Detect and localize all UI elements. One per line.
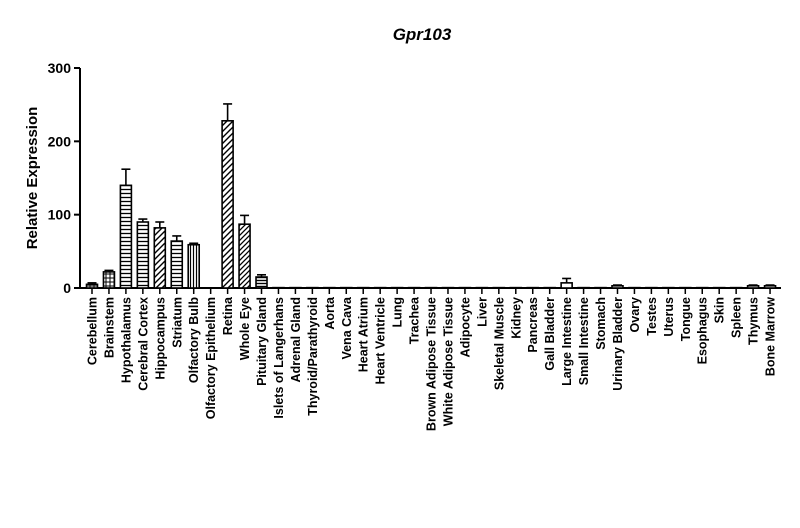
y-tick-label: 0 (63, 280, 71, 296)
bar (137, 222, 148, 288)
x-tick-label: Kidney (509, 297, 523, 339)
x-tick-label: Urinary Bladder (611, 297, 625, 391)
y-tick-label: 100 (48, 207, 72, 223)
x-tick-label: Aorta (323, 296, 337, 330)
x-tick-label: Cerebellum (86, 297, 100, 365)
x-tick-label: Striatum (170, 297, 184, 348)
bars (87, 104, 776, 288)
x-tick-label: Skin (713, 297, 727, 323)
bar (256, 277, 267, 288)
bar (561, 283, 572, 288)
x-tick-label: Olfactory Bulb (187, 297, 201, 383)
x-tick-labels: Cerebellum Brainstem Hypothalamus Cerebral … (86, 288, 778, 431)
x-tick-label: Large Intestine (560, 297, 574, 386)
x-tick-label: Ovary (628, 297, 642, 332)
bar (103, 272, 114, 288)
x-tick-label: Pancreas (526, 297, 540, 353)
x-tick-label: Cerebral Cortex (136, 297, 150, 391)
x-tick-label: Bone Marrow (764, 297, 778, 376)
bar (748, 286, 759, 288)
x-tick-label: Esophagus (696, 297, 710, 364)
bar (120, 185, 131, 288)
bar (188, 245, 199, 288)
bar (154, 228, 165, 288)
x-tick-label: Stomach (594, 297, 608, 350)
bar (612, 286, 623, 288)
x-tick-label: Gall Bladder (543, 297, 557, 371)
x-tick-label: Vena Cava (340, 296, 354, 360)
x-tick-label: Tongue (679, 297, 693, 341)
bar (765, 286, 776, 288)
x-tick-label: Pituitary Gland (255, 297, 269, 386)
bar (222, 121, 233, 288)
chart-title: Gpr103 (393, 25, 452, 44)
x-tick-label: Adrenal Gland (289, 297, 303, 382)
x-tick-label: Brown Adipose Tissue (425, 297, 439, 431)
x-tick-label: Retina (221, 296, 235, 335)
x-tick-label: Olfactory Epithelium (204, 297, 218, 419)
y-tick-label: 200 (48, 133, 72, 149)
x-tick-label: Hypothalamus (119, 297, 133, 383)
x-tick-label: Trachea (408, 296, 422, 344)
x-tick-label: Islets of Langerhans (272, 297, 286, 419)
x-tick-label: Thymus (747, 297, 761, 345)
x-tick-label: Skeletal Muscle (492, 297, 506, 390)
x-tick-label: Adipocyte (458, 297, 472, 357)
x-tick-label: Hippocampus (153, 297, 167, 380)
x-tick-label: Heart Ventricle (374, 297, 388, 385)
bar (171, 241, 182, 288)
x-tick-label: Small Intestine (577, 297, 591, 385)
y-tick-label: 300 (48, 60, 72, 76)
x-tick-label: Testes (645, 297, 659, 336)
x-tick-label: Brainstem (102, 297, 116, 358)
bar (239, 224, 250, 288)
x-tick-label: Whole Eye (238, 297, 252, 360)
x-tick-label: Thyroid/Parathyroid (306, 297, 320, 416)
x-tick-label: Heart Atrium (357, 297, 371, 372)
bar (87, 284, 98, 288)
x-tick-label: White Adipose Tissue (441, 297, 455, 426)
x-tick-label: Lung (391, 297, 405, 328)
x-tick-label: Liver (475, 297, 489, 327)
y-axis-label: Relative Expression (24, 107, 41, 250)
x-tick-label: Uterus (662, 297, 676, 337)
x-tick-label: Spleen (730, 297, 744, 338)
